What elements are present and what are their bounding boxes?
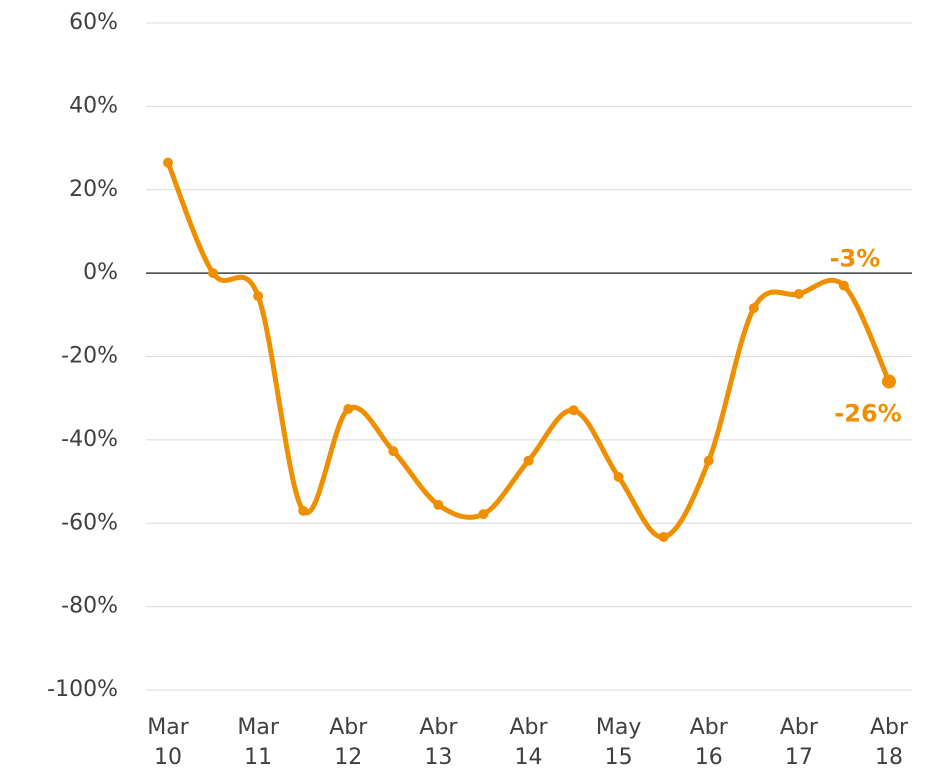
y-tick-label: -100% — [47, 677, 118, 702]
line — [165, 161, 892, 540]
x-tick-label: Abr 16 — [689, 715, 728, 770]
x-tick-label: Abr 13 — [419, 715, 458, 770]
x-tick-label: Abr 14 — [509, 715, 548, 770]
y-tick-label: 20% — [69, 177, 118, 202]
point — [613, 471, 624, 482]
x-tick-label: Abr 17 — [779, 715, 818, 770]
point — [658, 532, 669, 543]
point — [838, 280, 849, 291]
y-tick-label: 40% — [69, 93, 118, 118]
x-tick-label: Abr 18 — [869, 715, 909, 770]
point — [253, 291, 264, 302]
point — [478, 509, 489, 520]
point — [882, 374, 896, 389]
y-tick-label: -40% — [61, 427, 118, 452]
point — [523, 455, 534, 466]
y-tick-label: -20% — [61, 344, 118, 369]
y-tick-label: -80% — [61, 594, 118, 619]
point — [748, 303, 759, 314]
x-tick-label: May 15 — [595, 715, 642, 770]
data-label: -3% — [830, 245, 881, 273]
point — [388, 446, 399, 457]
point — [163, 157, 173, 168]
x-tick-label: Abr 12 — [329, 715, 368, 770]
data-label: -26% — [834, 400, 901, 428]
point — [208, 268, 219, 279]
y-tick-label: 0% — [83, 260, 118, 285]
point — [703, 455, 714, 466]
x-tick-label: Mar 10 — [147, 715, 189, 770]
x-tick-label: Mar 11 — [237, 715, 279, 770]
point — [343, 404, 354, 415]
point — [568, 405, 579, 416]
point — [298, 505, 309, 516]
point — [433, 499, 444, 510]
y-tick-label: -60% — [61, 510, 118, 535]
y-tick-label: 60% — [69, 10, 118, 35]
point — [793, 288, 804, 299]
